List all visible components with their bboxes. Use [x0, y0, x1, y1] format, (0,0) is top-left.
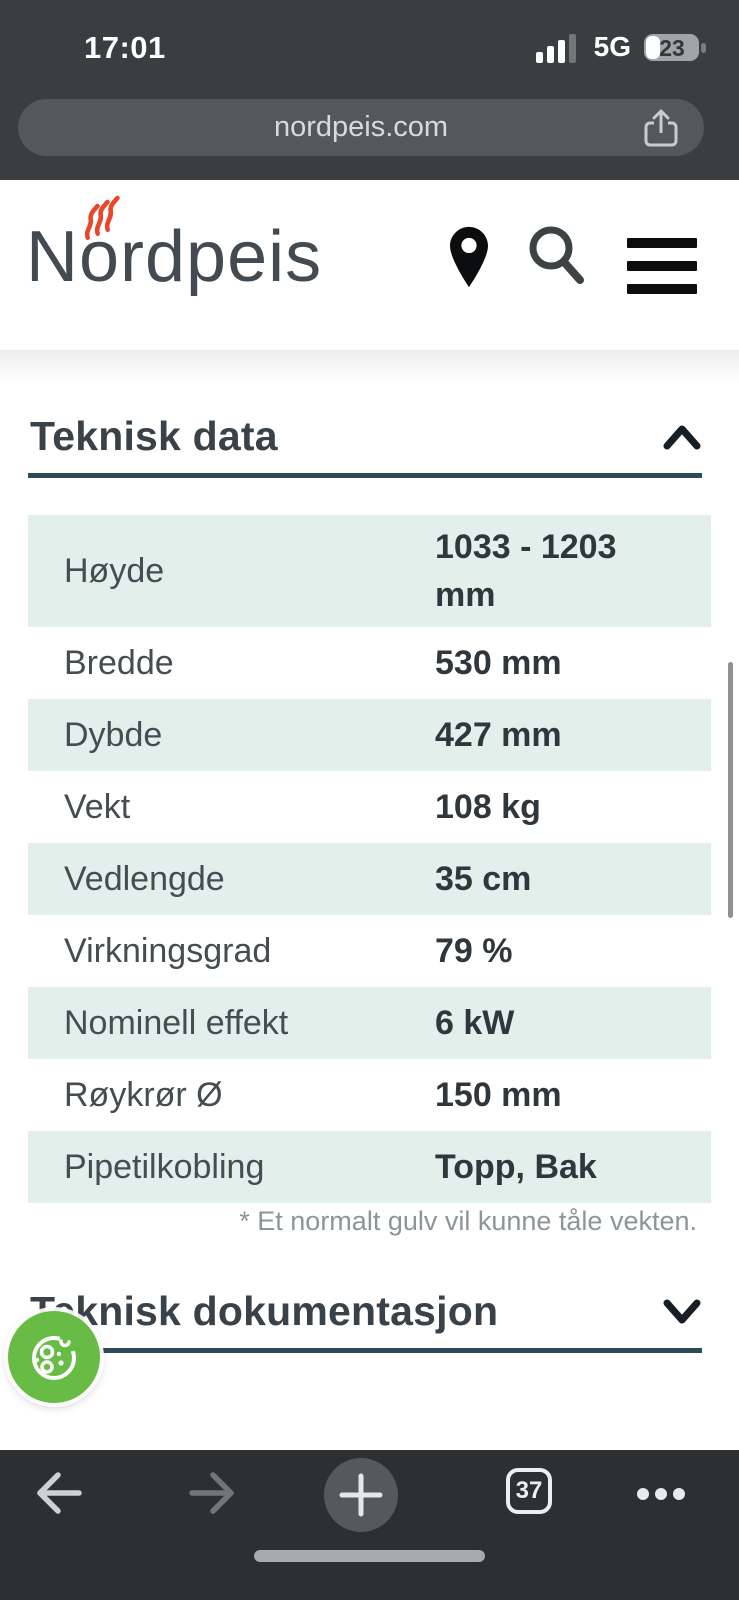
plus-icon	[339, 1473, 383, 1517]
url-bar[interactable]: nordpeis.com	[18, 99, 704, 156]
section-header-teknisk-data[interactable]: Teknisk data	[30, 413, 702, 460]
table-row: Nominell effekt 6 kW	[28, 987, 711, 1059]
section-underline	[28, 1348, 702, 1353]
spec-label: Virkningsgrad	[64, 932, 272, 970]
spec-label: Vedlengde	[64, 860, 225, 898]
chevron-up-icon	[663, 425, 701, 449]
more-options-button[interactable]	[636, 1487, 686, 1504]
table-row: Vekt 108 kg	[28, 771, 711, 843]
section-title: Teknisk data	[30, 413, 278, 459]
browser-top-chrome: 17:01 5G 23 nordpeis.com	[0, 0, 739, 180]
clock: 17:01	[84, 30, 166, 65]
network-type-label: 5G	[593, 31, 631, 62]
search-icon[interactable]	[525, 222, 587, 286]
section-underline	[28, 473, 702, 478]
header-shadow	[0, 350, 739, 384]
spec-label: Dybde	[64, 716, 163, 754]
new-tab-button[interactable]	[324, 1458, 398, 1532]
hamburger-menu-icon[interactable]	[627, 238, 697, 294]
location-pin-icon[interactable]	[450, 226, 488, 288]
back-button[interactable]	[34, 1471, 84, 1518]
status-indicators: 5G 23	[535, 30, 707, 64]
table-row: Dybde 427 mm	[28, 699, 711, 771]
three-dots-icon	[637, 1488, 685, 1500]
spec-value: 108 kg	[435, 788, 541, 826]
spec-value: 1033 - 1203 mm	[435, 528, 617, 614]
tab-count-label: 37	[515, 1477, 543, 1504]
spec-value: 79 %	[435, 932, 513, 970]
table-row: Røykrør Ø 150 mm	[28, 1059, 711, 1131]
flame-icon	[84, 195, 120, 240]
table-row: Bredde 530 mm	[28, 627, 711, 699]
spec-table: Høyde 1033 - 1203 mm Bredde 530 mm Dybde…	[28, 515, 711, 1203]
home-indicator[interactable]	[254, 1550, 485, 1562]
chevron-down-icon	[663, 1299, 701, 1323]
cookie-consent-button[interactable]	[8, 1311, 100, 1403]
section-header-teknisk-dokumentasjon[interactable]: Teknisk dokumentasjon	[30, 1288, 702, 1335]
share-icon[interactable]	[642, 109, 680, 149]
section-title: Teknisk dokumentasjon	[30, 1288, 499, 1334]
spec-label: Vekt	[64, 788, 131, 826]
table-row: Virkningsgrad 79 %	[28, 915, 711, 987]
nordpeis-logo[interactable]: Nordpeis	[26, 217, 323, 297]
table-row: Høyde 1033 - 1203 mm	[28, 515, 711, 627]
spec-value: 530 mm	[435, 644, 562, 682]
site-header: Nordpeis	[0, 180, 739, 350]
tab-switcher-button[interactable]: 37	[506, 1468, 552, 1514]
spec-value: 6 kW	[435, 1004, 515, 1042]
table-row: Pipetilkobling Topp, Bak	[28, 1131, 711, 1203]
scrollbar-thumb[interactable]	[728, 662, 733, 918]
spec-value: 427 mm	[435, 716, 562, 754]
spec-value: 150 mm	[435, 1076, 562, 1114]
spec-value: Topp, Bak	[435, 1148, 597, 1186]
url-text: nordpeis.com	[273, 111, 449, 143]
spec-label: Nominell effekt	[64, 1004, 289, 1042]
signal-bars-icon	[535, 33, 576, 63]
table-row: Vedlengde 35 cm	[28, 843, 711, 915]
battery-percent-label: 23	[659, 35, 685, 61]
spec-label: Høyde	[64, 552, 165, 590]
table-footnote: * Et normalt gulv vil kunne tåle vekten.	[239, 1206, 697, 1236]
spec-label: Bredde	[64, 644, 174, 682]
spec-value: 35 cm	[435, 860, 532, 898]
spec-label: Pipetilkobling	[64, 1148, 265, 1186]
cookie-icon	[32, 1330, 81, 1380]
battery-icon: 23	[644, 33, 706, 61]
forward-button[interactable]	[187, 1471, 237, 1518]
spec-label: Røykrør Ø	[64, 1076, 223, 1114]
browser-bottom-toolbar: 37	[0, 1450, 739, 1600]
